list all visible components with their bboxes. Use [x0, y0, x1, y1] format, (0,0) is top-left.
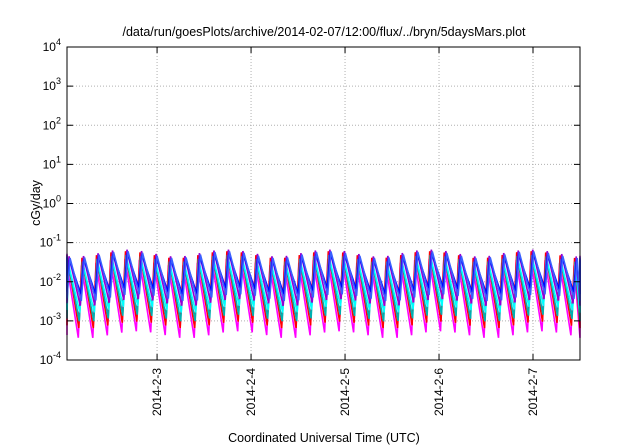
grid [67, 47, 580, 360]
y-tick-exponent: -4 [53, 350, 61, 360]
x-tick-label: 2014-2-7 [526, 368, 540, 416]
y-tick-label: 102 [43, 115, 61, 132]
y-tick-exponent: -1 [53, 233, 61, 243]
y-tick-label: 10-3 [40, 311, 61, 328]
y-tick-label: 10-4 [40, 350, 61, 367]
x-axis-label: Coordinated Universal Time (UTC) [228, 431, 420, 445]
y-tick-exponent: 0 [56, 194, 61, 204]
y-axis-label: cGy/day [29, 179, 43, 226]
y-tick-base: 10 [43, 79, 57, 93]
data-series [66, 249, 581, 339]
y-tick-base: 10 [40, 275, 54, 289]
y-tick-exponent: 2 [56, 115, 61, 125]
y-tick-label: 104 [43, 37, 61, 54]
series-line-6 [66, 251, 581, 302]
y-tick-base: 10 [40, 353, 54, 367]
y-tick-exponent: 4 [56, 37, 61, 47]
y-tick-exponent: 1 [56, 154, 61, 164]
x-tick-label: 2014-2-6 [432, 368, 446, 416]
y-tick-exponent: -3 [53, 311, 61, 321]
y-tick-label: 103 [43, 76, 61, 93]
y-tick-base: 10 [43, 157, 57, 171]
y-tick-base: 10 [40, 314, 54, 328]
y-tick-base: 10 [43, 40, 57, 54]
y-tick-base: 10 [43, 197, 57, 211]
x-axis: 2014-2-3 2014-2-4 2014-2-5 2014-2-6 2014-2-7 [150, 47, 540, 416]
x-tick-label: 2014-2-5 [338, 368, 352, 416]
y-tick-label: 100 [43, 194, 61, 211]
y-tick-label: 10-1 [40, 233, 61, 250]
x-tick-label: 2014-2-4 [244, 368, 258, 416]
x-tick-label: 2014-2-3 [150, 368, 164, 416]
chart-title: /data/run/goesPlots/archive/2014-02-07/1… [122, 25, 526, 39]
y-tick-base: 10 [43, 118, 57, 132]
y-tick-exponent: 3 [56, 76, 61, 86]
y-tick-label: 101 [43, 154, 61, 171]
y-tick-exponent: -2 [53, 272, 61, 282]
y-tick-label: 10-2 [40, 272, 61, 289]
y-tick-base: 10 [40, 236, 54, 250]
